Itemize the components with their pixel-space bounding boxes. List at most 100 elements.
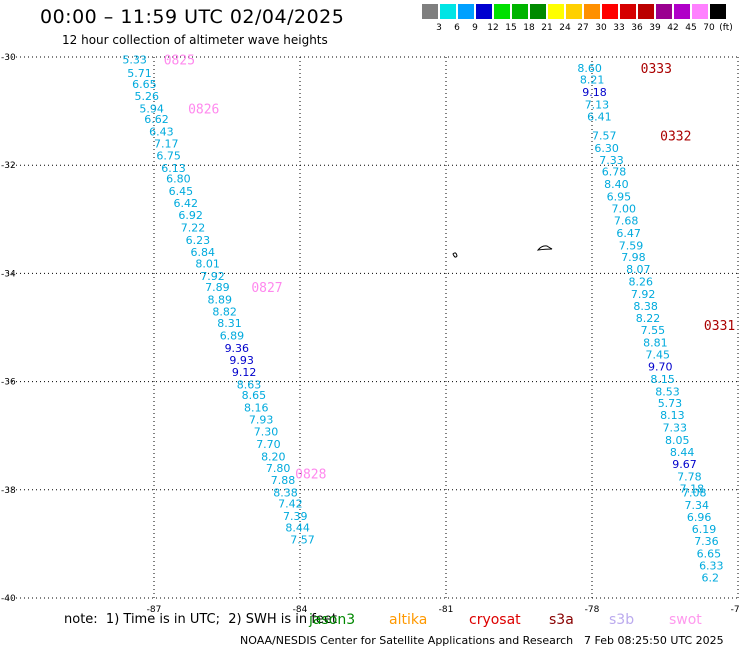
longitude-tick-label: -84 (293, 605, 308, 615)
wave-height-value: 7.33 (663, 422, 688, 435)
wave-height-value: 9.18 (582, 86, 607, 99)
wave-height-value: 6.92 (178, 209, 203, 222)
legend-level-label: 15 (505, 23, 517, 33)
wave-height-value: 8.38 (273, 487, 298, 500)
legend-swatch (656, 4, 672, 19)
wave-height-value: 7.17 (154, 138, 179, 151)
legend-swatch (584, 4, 600, 19)
legend-swatch (458, 4, 474, 19)
legend-level-label: 9 (472, 23, 478, 33)
latitude-tick-label: -34 (1, 269, 16, 279)
latitude-tick-label: -40 (1, 594, 16, 604)
wave-height-value: 7.45 (646, 349, 671, 362)
legend-level-label: 3 (436, 23, 442, 33)
legend-swatch (674, 4, 690, 19)
wave-height-value: 8.44 (670, 446, 695, 459)
latitude-tick-label: -36 (1, 378, 16, 388)
legend-swatch (710, 4, 726, 19)
wave-height-value: 8.20 (261, 450, 286, 463)
wave-height-value: 7.39 (283, 510, 308, 523)
wave-height-value: 5.33 (122, 54, 147, 67)
wave-height-value: 8.82 (212, 305, 237, 318)
wave-height-value: 7.88 (271, 474, 296, 487)
wave-height-value: 6.62 (144, 113, 169, 126)
wave-height-value: 9.67 (672, 458, 697, 471)
wave-height-value: 8.63 (237, 378, 262, 391)
legend-swatch (638, 4, 654, 19)
wave-height-value: 7.57 (592, 129, 617, 142)
legend-swatch (530, 4, 546, 19)
wave-height-value: 8.01 (195, 258, 220, 271)
wave-height-value: 5.94 (139, 102, 164, 115)
wave-height-value: 5.73 (658, 397, 683, 410)
legend-level-label: 18 (523, 23, 535, 33)
legend-swatch (692, 4, 708, 19)
wave-height-value: 7.08 (682, 487, 707, 500)
wave-height-value: 8.31 (217, 317, 242, 330)
wave-height-value: 7.34 (684, 499, 709, 512)
wave-height-value: 8.26 (629, 276, 654, 289)
wave-height-value: 9.70 (648, 360, 673, 373)
pass-time-label: 0825 (164, 54, 195, 69)
legend-level-label: 24 (559, 23, 571, 33)
wave-height-value: 7.30 (254, 425, 279, 438)
wave-height-value: 8.13 (660, 409, 685, 422)
legend-swatch (512, 4, 528, 19)
wave-height-value: 6.75 (156, 149, 181, 162)
legend-swatch (494, 4, 510, 19)
wave-height-value: 7.93 (249, 413, 274, 426)
legend-level-label: 36 (631, 23, 643, 33)
wave-height-value: 8.65 (242, 389, 267, 402)
wave-height-value: 7.33 (599, 154, 624, 167)
wave-height-value: 6.47 (616, 227, 641, 240)
legend-level-label: 33 (613, 23, 625, 33)
wave-height-value: 7.92 (631, 288, 656, 301)
wave-height-value: 6.96 (687, 511, 712, 524)
satellite-altika: altika (389, 612, 428, 628)
wave-height-value: 6.33 (699, 560, 724, 573)
legend-level-label: 42 (667, 23, 679, 33)
wave-height-value: 6.19 (692, 523, 717, 536)
legend-swatch (548, 4, 564, 19)
wave-height-value: 6.42 (173, 197, 198, 210)
wave-height-value: 7.98 (621, 251, 646, 264)
wave-height-value: 8.44 (285, 522, 310, 535)
pass-time-label: 0826 (188, 102, 219, 117)
wave-height-value: 8.15 (650, 373, 675, 386)
pass-time-label: 0331 (704, 319, 735, 334)
wave-height-value: 5.71 (127, 67, 152, 80)
wave-height-value: 8.38 (633, 300, 658, 313)
wave-height-value: 8.07 (626, 263, 651, 276)
legend-level-label: 30 (595, 23, 607, 33)
wave-height-value: 6.65 (697, 548, 722, 561)
satellite-jason3: jason3 (309, 612, 356, 628)
island-outline (536, 245, 553, 251)
wave-height-value: 8.16 (244, 402, 268, 415)
footer-credit: NOAA/NESDIS Center for Satellite Applica… (240, 634, 574, 647)
wave-height-value: 7.36 (694, 535, 719, 548)
legend-level-label: 39 (649, 23, 661, 33)
island-outline (452, 252, 458, 258)
legend-swatch (602, 4, 618, 19)
satellite-cryosat: cryosat (469, 612, 521, 628)
satellite-swot: swot (669, 612, 702, 628)
map-title: 00:00 – 11:59 UTC 02/04/2025 (40, 6, 345, 28)
legend-swatch (620, 4, 636, 19)
wave-height-value: 8.53 (655, 385, 680, 398)
wave-height-value: 7.70 (256, 438, 281, 451)
legend-level-label: 12 (487, 23, 499, 33)
wave-height-value: 6.84 (191, 246, 216, 259)
pass-time-label: 0828 (295, 468, 326, 483)
wave-height-value: 7.00 (611, 202, 636, 215)
wave-height-value: 6.41 (587, 111, 612, 124)
wave-height-value: 6.78 (602, 166, 627, 179)
legend-swatch (422, 4, 438, 19)
footer-timestamp: 7 Feb 08:25:50 UTC 2025 (584, 634, 724, 647)
longitude-tick-label: -81 (439, 605, 454, 615)
wave-height-value: 8.40 (604, 178, 629, 191)
legend-swatch (476, 4, 492, 19)
wave-height-value: 7.13 (585, 99, 610, 112)
legend-unit: (ft) (719, 23, 733, 33)
wave-height-value: 7.92 (200, 270, 225, 283)
wave-height-value: 7.55 (641, 324, 666, 337)
